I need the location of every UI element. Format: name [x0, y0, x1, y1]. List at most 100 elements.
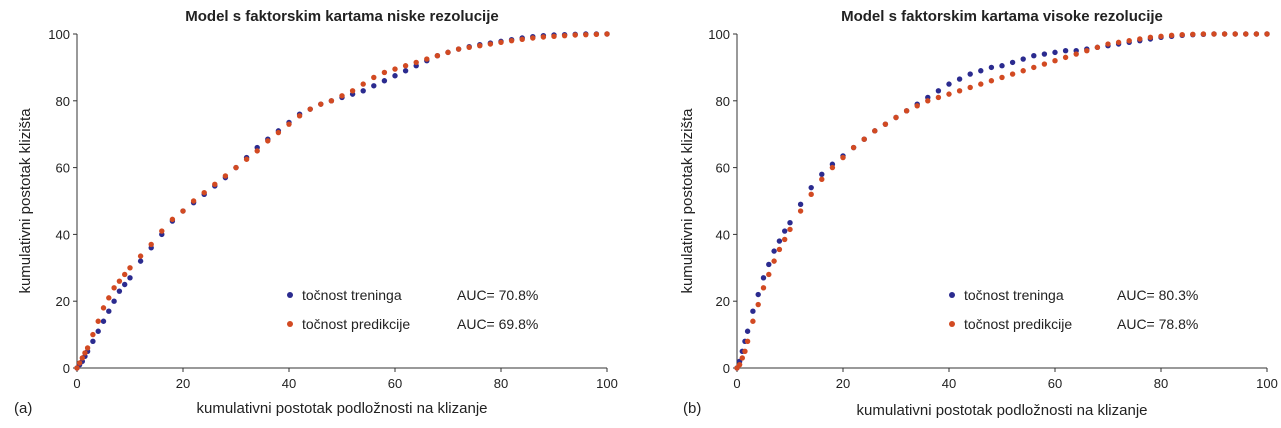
data-point-prediction — [402, 63, 409, 69]
data-point-prediction — [1031, 64, 1037, 71]
data-point-prediction — [212, 181, 218, 187]
data-point-prediction — [180, 208, 186, 214]
data-point-training — [978, 68, 984, 74]
data-point-training — [787, 220, 793, 226]
data-point-prediction — [328, 98, 335, 104]
legend-marker-training — [949, 292, 955, 298]
data-point-training — [116, 288, 123, 294]
data-point-prediction — [95, 318, 101, 324]
data-point-prediction — [978, 81, 984, 87]
data-point-prediction — [1094, 44, 1101, 51]
data-point-prediction — [111, 285, 117, 291]
chart-panel-a: Model s faktorskim kartama niske rezoluc… — [17, 8, 618, 417]
x-tick-label-a: 80 — [494, 376, 508, 391]
data-point-prediction — [349, 88, 356, 94]
data-point-prediction — [424, 56, 430, 62]
y-tick-label-a: 60 — [56, 161, 70, 176]
data-point-prediction — [766, 271, 772, 278]
legend-marker-training — [287, 292, 293, 298]
x-axis-label-a: kumulativni postotak podložnosti na kliz… — [197, 400, 488, 417]
legend-label-prediction: točnost predikcije — [964, 316, 1072, 332]
data-point-prediction — [925, 98, 931, 104]
data-point-training — [111, 298, 117, 304]
data-point-training — [402, 68, 409, 74]
y-tick-label-b: 80 — [716, 94, 730, 109]
data-point-prediction — [508, 37, 515, 44]
data-point-prediction — [318, 101, 324, 107]
x-tick-label-b: 80 — [1154, 376, 1168, 391]
data-point-prediction — [76, 360, 83, 366]
chart-title-a: Model s faktorskim kartama niske rezoluc… — [185, 8, 498, 25]
data-point-training — [95, 328, 101, 334]
data-point-prediction — [116, 278, 123, 284]
data-point-prediction — [1243, 31, 1249, 37]
data-point-prediction — [604, 31, 610, 37]
y-tick-label-a: 100 — [48, 27, 70, 42]
chart-panel-b: Model s faktorskim kartama visoke rezolu… — [679, 8, 1278, 419]
y-tick-label-a: 20 — [56, 294, 70, 309]
data-point-prediction — [392, 66, 398, 72]
data-point-prediction — [935, 94, 942, 101]
data-point-training — [1009, 59, 1016, 66]
data-point-prediction — [1158, 33, 1164, 40]
data-point-prediction — [551, 33, 557, 40]
panel-label-b: (b) — [683, 400, 701, 417]
data-point-prediction — [1009, 71, 1016, 77]
data-point-prediction — [127, 265, 133, 271]
legend-auc-training: AUC= 80.3% — [1117, 287, 1198, 303]
y-tick-label-a: 0 — [63, 361, 70, 376]
legend-auc-training: AUC= 70.8% — [457, 287, 538, 303]
data-point-prediction — [840, 154, 846, 161]
data-point-prediction — [148, 241, 154, 248]
data-point-prediction — [254, 148, 260, 154]
data-point-prediction — [1232, 31, 1238, 37]
legend-auc-prediction: AUC= 78.8% — [1117, 316, 1198, 332]
y-axis-label-b: kumulativni postotak klizišta — [679, 108, 696, 294]
data-point-training — [100, 318, 107, 324]
data-point-prediction — [74, 365, 80, 371]
data-point-prediction — [82, 350, 88, 356]
x-tick-label-a: 40 — [282, 376, 296, 391]
x-tick-label-a: 100 — [596, 376, 618, 391]
legend-label-training: točnost treninga — [964, 287, 1064, 303]
legend-marker-prediction — [287, 321, 293, 327]
data-point-prediction — [956, 88, 963, 94]
data-point-prediction — [190, 198, 197, 204]
data-point-training — [106, 308, 112, 314]
x-tick-label-b: 100 — [1256, 376, 1278, 391]
data-point-prediction — [1211, 31, 1217, 37]
data-point-training — [381, 78, 388, 84]
data-point-prediction — [455, 46, 462, 52]
data-point-prediction — [1147, 34, 1154, 41]
data-point-prediction — [434, 53, 441, 59]
data-point-prediction — [1264, 31, 1270, 37]
data-point-prediction — [893, 114, 899, 121]
data-point-prediction — [169, 216, 176, 223]
data-point-training — [1062, 48, 1069, 54]
legend-label-prediction: točnost predikcije — [302, 316, 410, 332]
data-point-training — [766, 261, 772, 268]
data-point-prediction — [988, 78, 995, 84]
data-point-prediction — [829, 164, 836, 171]
data-point-prediction — [755, 301, 761, 308]
x-axis-label-b: kumulativni postotak podložnosti na kliz… — [857, 402, 1148, 419]
data-point-training — [137, 258, 144, 264]
data-point-prediction — [593, 31, 600, 38]
data-point-prediction — [275, 129, 282, 136]
data-point-prediction — [137, 253, 144, 259]
data-point-prediction — [771, 258, 777, 264]
data-point-training — [360, 88, 366, 94]
data-point-training — [755, 291, 761, 298]
data-point-prediction — [808, 191, 814, 198]
data-point-prediction — [999, 74, 1005, 81]
data-point-prediction — [872, 128, 878, 134]
data-point-prediction — [307, 106, 313, 112]
data-point-prediction — [381, 69, 388, 76]
data-point-training — [90, 338, 96, 344]
data-point-prediction — [561, 32, 568, 39]
data-point-prediction — [819, 176, 825, 182]
data-point-prediction — [583, 31, 589, 38]
data-point-prediction — [782, 236, 788, 243]
y-tick-label-b: 20 — [716, 294, 730, 309]
data-point-prediction — [466, 44, 472, 51]
